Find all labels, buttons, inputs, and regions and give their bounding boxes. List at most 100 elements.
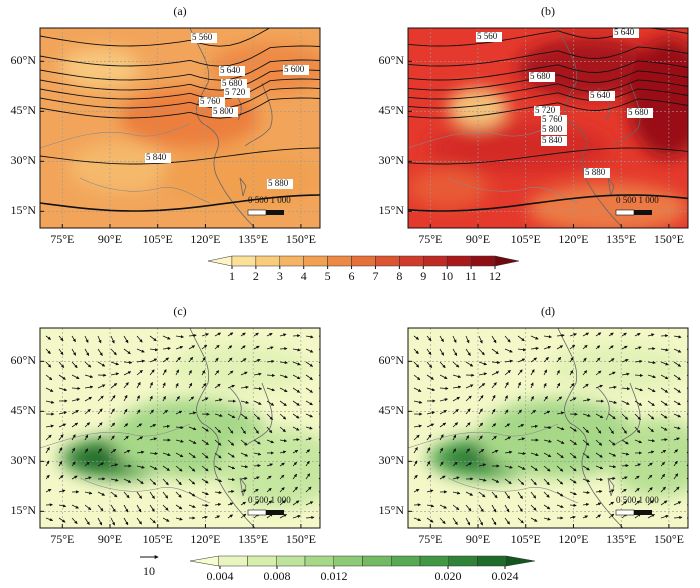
colorbar-tick-label: 1 [229,269,235,283]
contour-label: 5 880 [585,167,606,177]
colorbar-segment [219,556,248,566]
colorbar-tick-label: 3 [277,269,283,283]
colorbar-tick-label: 12 [489,269,501,283]
scale-label: 0 500 1 000 [248,195,291,205]
x-tick-label: 75°E [418,532,442,546]
x-tick-label: 120°E [190,532,220,546]
colorbar-segment [375,256,399,266]
shade-region [528,183,688,233]
x-tick-label: 150°E [654,532,684,546]
y-tick-label: 15°N [379,203,405,217]
x-tick-label: 135°E [238,232,268,246]
contour-label: 5 640 [614,27,635,37]
colorbar-tick-label: 11 [465,269,477,283]
scale-label: 0 500 1 000 [616,495,659,505]
colorbar-tick-label: 6 [349,269,355,283]
colorbar-segment [363,556,392,566]
colorbar-tick-label: 0.012 [321,569,348,583]
colorbar-tick-label: 7 [372,269,378,283]
colorbar-tick-label: 9 [420,269,426,283]
contour-label: 5 800 [542,124,563,134]
contour-label: 5 880 [268,178,289,188]
x-tick-label: 90°E [466,532,490,546]
y-tick-label: 45°N [11,103,37,117]
colorbar-segment [276,556,305,566]
colorbar-segment [208,256,232,266]
y-tick-label: 60°N [11,353,37,367]
contour-label: 5 640 [590,90,611,100]
y-tick-label: 15°N [11,503,37,517]
contour-label: 5 840 [542,135,563,145]
x-tick-label: 150°E [286,532,316,546]
colorbar-segment [304,256,328,266]
x-tick-label: 75°E [418,232,442,246]
shade-region [60,48,140,88]
map-area [40,328,340,528]
wind-arrow [661,336,668,337]
x-tick-label: 135°E [606,232,636,246]
x-tick-label: 90°E [98,532,122,546]
x-tick-label: 105°E [511,532,541,546]
y-tick-label: 45°N [379,403,405,417]
panel-label: (b) [541,4,555,18]
colorbar-segment [190,556,219,566]
colorbar-tick-label: 8 [396,269,402,283]
y-tick-label: 30°N [379,153,405,167]
colorbar-tick-label: 10 [441,269,453,283]
scale-bar-black [266,210,284,215]
scale-bar-white [248,510,266,515]
x-tick-label: 75°E [50,532,74,546]
x-tick-label: 150°E [286,232,316,246]
colorbar-tick-label: 4 [301,269,307,283]
colorbar-tick-label: 5 [325,269,331,283]
colorbar-tick-label: 2 [253,269,259,283]
shade-region [70,143,170,193]
x-tick-label: 90°E [98,232,122,246]
scale-bar-black [634,210,652,215]
contour-label: 5 600 [284,64,305,74]
colorbar-segment [495,256,519,266]
x-tick-label: 105°E [511,232,541,246]
y-tick-label: 15°N [11,203,37,217]
x-tick-label: 90°E [466,232,490,246]
contour-label: 5 840 [146,152,167,162]
scale-bar-black [634,510,652,515]
y-tick-label: 30°N [11,153,37,167]
scale-bar-white [248,210,266,215]
colorbar-segment [447,256,471,266]
scale-bar-white [616,210,634,215]
colorbar-segment [449,556,478,566]
wind-arrow [293,336,300,337]
contour-label: 5 680 [628,107,649,117]
colorbar-segment [420,556,449,566]
contour-label: 5 720 [225,87,246,97]
y-tick-label: 30°N [11,453,37,467]
x-tick-label: 120°E [558,532,588,546]
y-tick-label: 15°N [379,503,405,517]
scale-bar-black [266,510,284,515]
scale-label: 0 500 1 000 [616,195,659,205]
x-tick-label: 75°E [50,232,74,246]
colorbar-segment [391,556,420,566]
panel-label: (a) [173,4,186,18]
colorbar-segment [478,556,507,566]
colorbar-tick-label: 0.004 [207,569,234,583]
contour-label: 5 560 [477,31,498,41]
y-tick-label: 60°N [379,353,405,367]
y-tick-label: 60°N [11,53,37,67]
colorbar-segment [334,556,363,566]
x-tick-label: 135°E [606,532,636,546]
x-tick-label: 105°E [143,232,173,246]
y-tick-label: 60°N [379,53,405,67]
x-tick-label: 105°E [143,532,173,546]
colorbar-segment [232,256,256,266]
colorbar-segment [256,256,280,266]
contour-label: 5 760 [200,96,221,106]
x-tick-label: 120°E [558,232,588,246]
contour-label: 5 800 [213,106,234,116]
